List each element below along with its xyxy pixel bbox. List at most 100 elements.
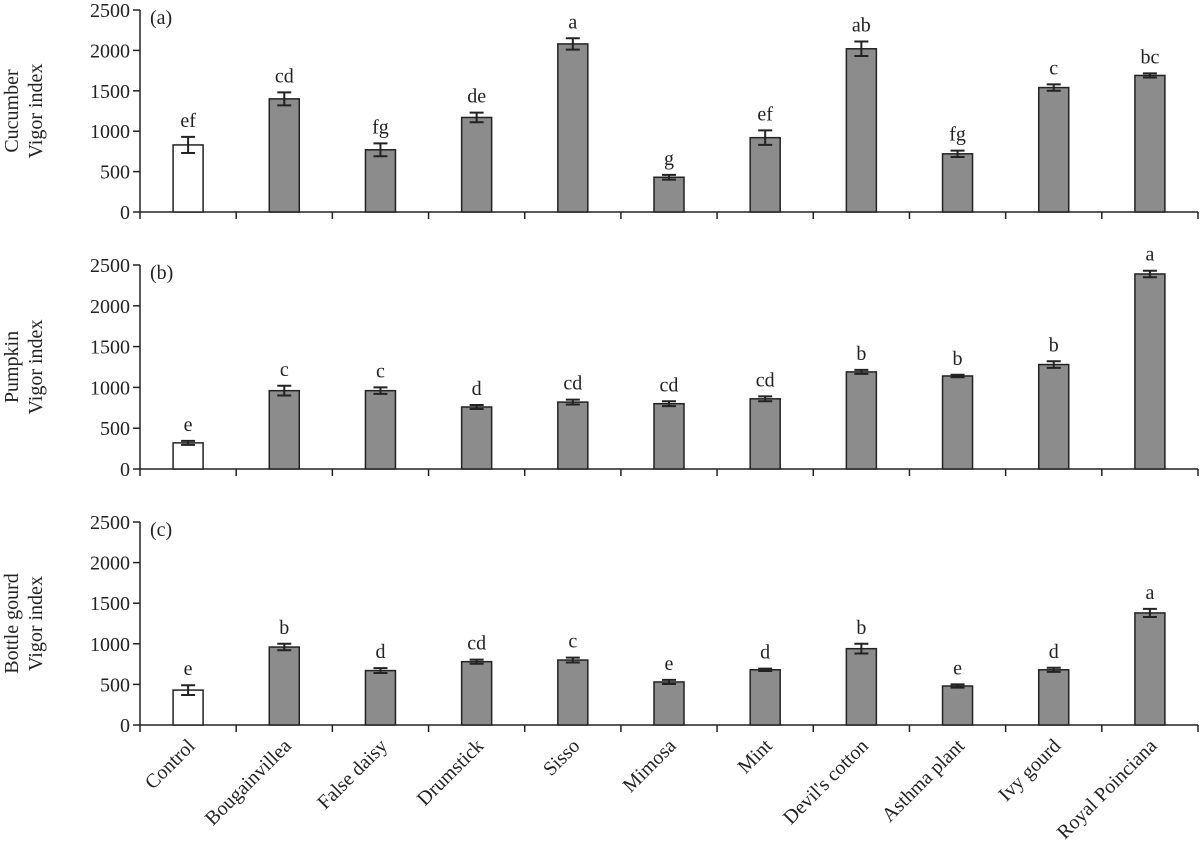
error-bar [277, 91, 292, 107]
y-axis-label: Cucumber [1, 69, 23, 153]
bar [941, 685, 974, 726]
x-tick-label: Devil's cotton [779, 735, 873, 829]
error-bar [565, 398, 580, 406]
error-bar [1142, 72, 1157, 79]
y-tick-label: 0 [120, 459, 130, 481]
significance-letter: e [184, 414, 193, 436]
x-tick-label: Mimosa [619, 735, 681, 797]
significance-letter: cd [660, 374, 679, 396]
significance-letter: d [375, 641, 385, 663]
x-tick-label: Sisso [539, 735, 584, 780]
significance-letter: c [568, 631, 577, 653]
x-tick-label: False daisy [313, 735, 392, 814]
bar [460, 406, 493, 470]
significance-letter: b [953, 348, 963, 370]
bar [557, 43, 589, 213]
bar [1037, 669, 1070, 726]
y-tick-label: 2500 [90, 512, 130, 534]
significance-letter: fg [949, 124, 966, 146]
x-tick-label: Mint [734, 735, 777, 778]
bar [749, 669, 781, 726]
error-bar [950, 149, 965, 159]
y-tick-label: 2500 [90, 0, 130, 22]
error-bar [181, 684, 196, 696]
y-tick-label: 1500 [90, 337, 130, 359]
error-bar [662, 678, 676, 685]
bar [845, 48, 878, 213]
x-tick-label: Asthma plant [878, 735, 970, 827]
error-bar [1142, 607, 1157, 619]
significance-letter: ef [180, 110, 196, 132]
y-tick-label: 1000 [90, 377, 130, 399]
significance-letter: d [1049, 641, 1059, 663]
y-tick-label: 2500 [90, 255, 130, 277]
significance-letter: cd [275, 65, 294, 87]
bar [557, 401, 589, 470]
bar [460, 660, 493, 726]
significance-letter: cd [756, 369, 775, 391]
bar [749, 136, 781, 213]
bar [172, 689, 204, 726]
bar [845, 371, 878, 470]
bar [1134, 273, 1166, 470]
significance-letter: e [665, 653, 674, 675]
bar [1134, 74, 1166, 213]
error-bar [758, 395, 773, 403]
y-axis-label: Vigor index [25, 320, 47, 415]
bar [1037, 86, 1070, 213]
y-tick-label: 500 [100, 674, 130, 696]
y-tick-label: 2000 [90, 296, 130, 318]
significance-letter: ab [852, 15, 871, 37]
significance-letter: c [1049, 57, 1058, 79]
bar [460, 116, 493, 213]
bar [653, 176, 685, 213]
error-bar [1046, 666, 1061, 673]
error-bar [1142, 269, 1157, 279]
panel-label: (c) [150, 519, 172, 541]
error-bar [565, 656, 580, 664]
significance-letter: g [664, 148, 674, 170]
x-tick-label: Ivy gourd [994, 735, 1065, 806]
bar [268, 646, 301, 726]
error-bar [277, 642, 292, 652]
y-axis-label: Bottle gourd [1, 573, 23, 674]
x-tick-label: Control [141, 735, 200, 794]
bar [268, 98, 301, 213]
significance-letter: c [376, 360, 385, 382]
significance-letter: de [467, 86, 486, 108]
significance-letter: cd [563, 373, 582, 395]
bar [1037, 363, 1070, 470]
error-bar [181, 439, 196, 446]
y-axis-label: Vigor index [25, 576, 47, 671]
significance-letter: b [856, 617, 866, 639]
y-tick-label: 0 [120, 202, 130, 224]
y-tick-label: 1000 [90, 634, 130, 656]
error-bar [277, 384, 292, 397]
panel-label: (a) [150, 7, 172, 29]
bar [364, 669, 397, 726]
x-tick-label: Royal Poinciana [1053, 735, 1162, 844]
bar [941, 153, 974, 213]
y-tick-label: 2000 [90, 40, 130, 62]
error-bar [469, 658, 484, 665]
significance-letter: bc [1140, 46, 1159, 68]
significance-letter: b [856, 343, 866, 365]
significance-letter: a [1145, 582, 1154, 604]
y-tick-label: 1500 [90, 593, 130, 615]
y-axis-label: Pumpkin [1, 331, 23, 403]
bar [172, 144, 204, 213]
significance-letter: b [279, 617, 289, 639]
error-bar [662, 400, 676, 408]
bar [653, 681, 685, 726]
error-bar [373, 667, 388, 675]
error-bar [1046, 83, 1061, 92]
x-tick-label: Bougainvillea [201, 735, 296, 830]
significance-letter: e [184, 658, 193, 680]
error-bar [950, 373, 965, 379]
bar [364, 389, 397, 470]
bar [268, 389, 301, 470]
bar [172, 442, 204, 470]
significance-letter: a [568, 11, 577, 33]
significance-letter: e [953, 657, 962, 679]
error-bar [758, 667, 773, 673]
